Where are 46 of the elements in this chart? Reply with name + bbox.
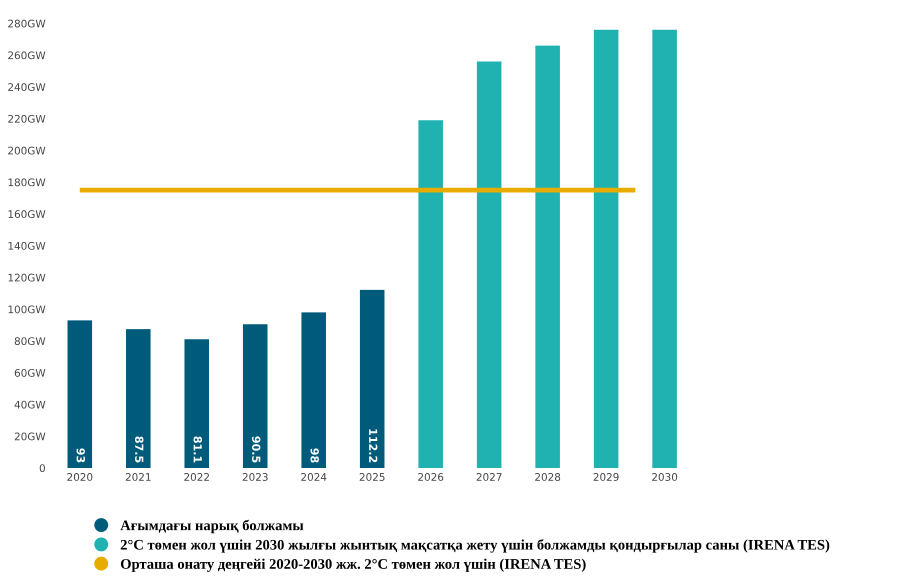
x-tick-label: 2028 (535, 473, 560, 481)
y-tick-label: 80GW (14, 337, 46, 346)
y-tick-label: 20GW (14, 432, 46, 440)
bar (652, 30, 677, 468)
legend-label: 2°C төмен жол үшін 2030 жылғы жынтық мақсатқа жету үшін болжамды қондырғылар саны (IRENA TES) (120, 539, 830, 553)
x-tick-label: 2022 (184, 473, 209, 481)
x-tick-label: 2021 (126, 473, 151, 481)
bar (594, 30, 618, 468)
x-tick-label: 2027 (476, 473, 502, 481)
data-label: 90.5 (252, 436, 260, 462)
y-tick-label: 120GW (8, 274, 46, 282)
data-label: 81.1 (194, 436, 202, 462)
bar (418, 120, 443, 468)
y-tick-label: 60GW (14, 368, 46, 377)
data-label: 93 (76, 448, 85, 462)
x-tick-label: 2029 (594, 473, 619, 481)
data-label: 112.2 (369, 429, 378, 462)
bar (360, 290, 384, 468)
bar (242, 324, 268, 468)
x-tick-label: 2030 (652, 473, 678, 481)
x-tick-label: 2020 (67, 473, 92, 481)
x-tick-label: 2026 (418, 473, 444, 481)
y-tick-label: 260GW (8, 51, 46, 60)
y-tick-label: 280GW (8, 20, 46, 28)
y-tick-label: 240GW (8, 83, 46, 92)
bar (184, 339, 210, 468)
y-tick-label: 0 (40, 464, 45, 472)
y-tick-label: 220GW (8, 114, 46, 123)
y-tick-label: 160GW (8, 210, 46, 218)
bar (476, 62, 502, 468)
legend-label: Орташа онату деңгейі 2020-2030 жж. 2°C төмен жол үшін (IRENA TES) (120, 558, 586, 572)
legend-label: Ағымдағы нарық болжамы (120, 520, 304, 534)
y-tick-label: 100GW (8, 305, 46, 314)
y-tick-label: 180GW (8, 178, 46, 186)
x-tick-label: 2024 (301, 473, 326, 481)
y-tick-label: 40GW (14, 400, 46, 409)
bar (301, 312, 326, 468)
x-tick-label: 2025 (360, 473, 385, 481)
y-tick-label: 200GW (8, 146, 46, 155)
bar (126, 329, 151, 468)
x-tick-label: 2023 (242, 473, 268, 481)
data-label: 98 (310, 448, 319, 463)
data-label: 87.5 (135, 436, 144, 462)
bar (535, 46, 560, 468)
bar (68, 320, 92, 468)
y-tick-label: 140GW (8, 242, 46, 250)
